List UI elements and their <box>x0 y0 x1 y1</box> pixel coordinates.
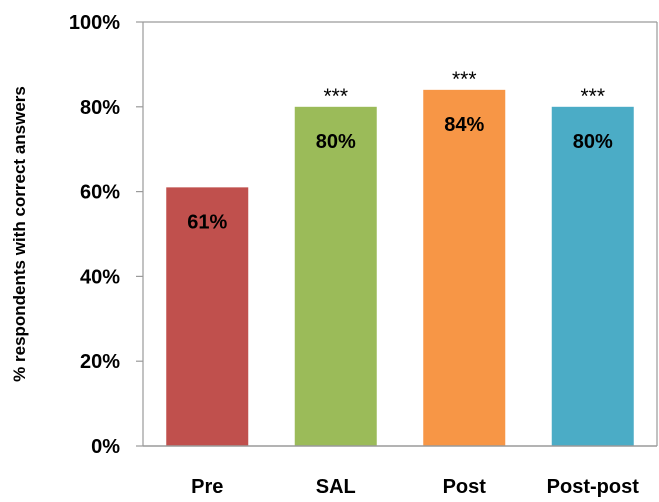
y-tick-label: 40% <box>80 266 120 288</box>
data-label: 80% <box>573 131 613 153</box>
data-label: 80% <box>316 131 356 153</box>
data-label: 61% <box>187 211 227 233</box>
y-axis: 0% 20% 40% 60% 80% 100% <box>69 12 143 458</box>
y-tick-label: 80% <box>80 97 120 119</box>
x-tick-labels: Pre SAL Post Post-post <box>191 476 639 498</box>
y-tick-label: 60% <box>80 182 120 204</box>
plot-frame <box>142 21 658 446</box>
bar-sal <box>294 106 377 447</box>
y-tick-label: 20% <box>80 351 120 373</box>
x-axis: Pre SAL Post Post-post <box>143 445 657 498</box>
data-label: 84% <box>444 114 484 136</box>
bars: 61% 80% *** 84% *** 80% *** <box>166 68 634 447</box>
bar-post-post <box>551 106 634 447</box>
significance-marker: *** <box>580 85 605 108</box>
x-tick-label: Pre <box>191 476 223 498</box>
x-tick-label: SAL <box>316 476 356 498</box>
bar-pre <box>166 187 249 447</box>
x-tick-label: Post <box>443 476 487 498</box>
significance-marker: *** <box>323 85 348 108</box>
x-tick-label: Post-post <box>547 476 640 498</box>
y-axis-label: % respondents with correct answers <box>10 86 29 382</box>
y-tick-label: 0% <box>91 436 120 458</box>
significance-marker: *** <box>452 68 477 91</box>
y-tick-label: 100% <box>69 12 120 34</box>
bar-post <box>423 89 506 446</box>
